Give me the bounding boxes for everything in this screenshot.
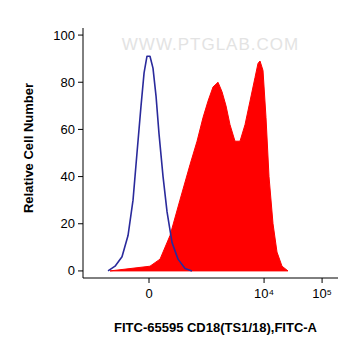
y-tick-label: 80 <box>61 75 75 90</box>
y-tick-label: 0 <box>68 263 75 278</box>
x-tick-label: 10⁵ <box>312 286 332 301</box>
y-tick <box>78 270 83 271</box>
y-tick <box>78 129 83 130</box>
y-tick-label: 40 <box>61 169 75 184</box>
y-axis-label: Relative Cell Number <box>21 83 36 213</box>
watermark: WWW.PTGLAB.COM <box>122 35 299 54</box>
x-axis-label: FITC-65595 CD18(TS1/18),FITC-A <box>114 320 318 335</box>
y-tick <box>78 176 83 177</box>
plot-area <box>108 56 288 271</box>
y-tick-label: 20 <box>61 216 75 231</box>
histogram-line <box>108 56 192 271</box>
x-tick <box>322 278 323 283</box>
y-tick <box>78 82 83 83</box>
x-tick-label: 0 <box>145 286 152 301</box>
x-tick <box>264 278 265 283</box>
y-tick <box>78 35 83 36</box>
x-tick-label: 10⁴ <box>254 286 274 301</box>
x-axis <box>83 278 338 279</box>
histogram-area <box>110 61 288 271</box>
y-tick-label: 60 <box>61 122 75 137</box>
y-tick-label: 100 <box>53 28 75 43</box>
chart: WWW.PTGLAB.COM 0 20 40 60 80 100 0 10⁴ 10⁵ FITC-65… <box>0 0 361 356</box>
y-axis <box>83 28 84 278</box>
x-tick <box>149 278 150 283</box>
y-tick <box>78 223 83 224</box>
